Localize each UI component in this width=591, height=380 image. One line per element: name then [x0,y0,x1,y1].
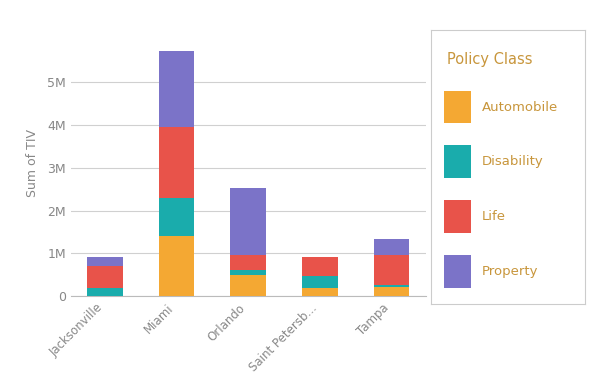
Bar [374,287,410,296]
Bar [230,270,266,274]
Text: Life: Life [482,210,506,223]
Bar [87,288,123,296]
Bar [158,198,194,236]
Bar [158,51,194,127]
Bar [158,236,194,296]
FancyBboxPatch shape [444,200,472,233]
Bar [230,274,266,296]
Bar [230,188,266,255]
Bar [374,239,410,255]
Bar [302,288,338,296]
FancyBboxPatch shape [444,255,472,288]
Bar [374,285,410,287]
Bar [87,266,123,288]
Text: Policy Class: Policy Class [447,52,532,67]
Bar [302,276,338,288]
Text: Property: Property [482,264,538,278]
Y-axis label: Sum of TIV: Sum of TIV [26,130,39,197]
Bar [230,255,266,270]
Bar [374,255,410,285]
Bar [302,257,338,276]
FancyBboxPatch shape [444,145,472,178]
Text: Automobile: Automobile [482,100,558,114]
Text: Disability: Disability [482,155,544,168]
FancyBboxPatch shape [444,90,472,124]
Bar [87,257,123,266]
Bar [158,127,194,198]
